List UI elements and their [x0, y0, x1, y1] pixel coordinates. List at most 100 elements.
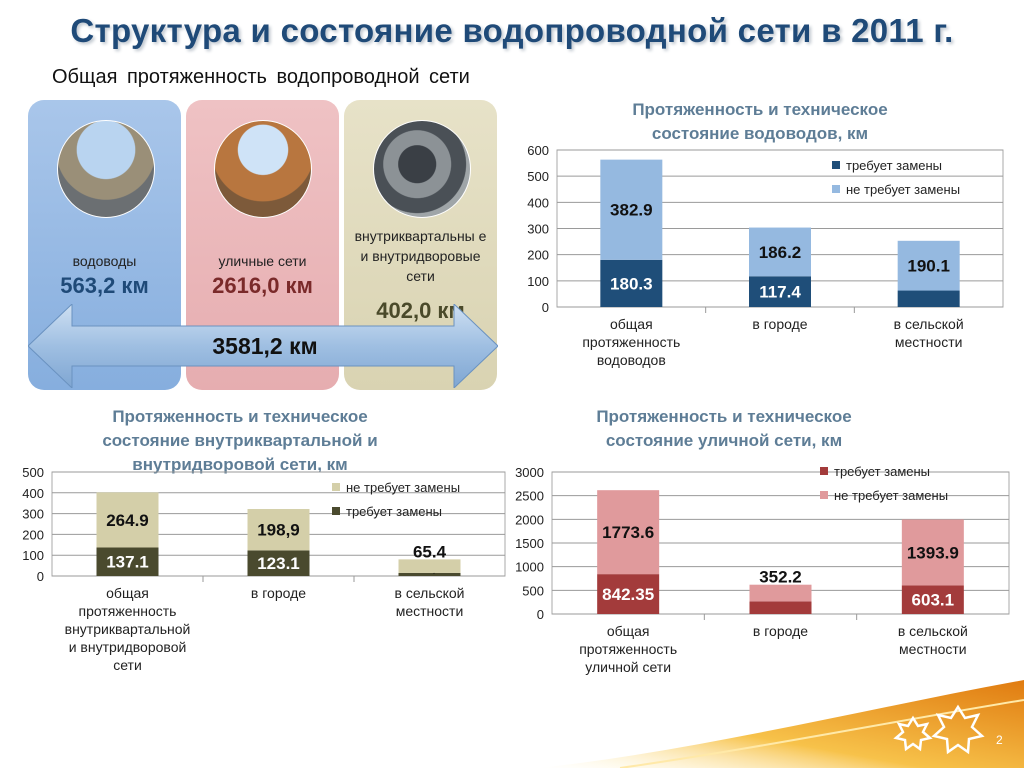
category-label: в сельской: [894, 316, 964, 332]
category-label: протяженность: [79, 603, 177, 619]
chart-water-mains: 0 100 200 300 400 500 600 180.3 382.9 общая протяж…: [527, 143, 1004, 368]
y-tick-label: 1000: [515, 560, 544, 575]
data-label: 842.35: [602, 585, 654, 604]
category-label: общая: [106, 585, 149, 601]
category-label: протяженность: [582, 334, 680, 350]
y-tick-label: 500: [527, 169, 549, 184]
legend-swatch: [332, 483, 340, 491]
chart-street-networks: 0 500 1000 1500 2000 2500 3000 842.35 1773.6 обща…: [515, 464, 1010, 675]
category-label: местности: [396, 603, 464, 619]
bar-segment: [749, 276, 811, 307]
legend-label: не требует замены: [346, 480, 460, 495]
category-label: общая: [610, 316, 653, 332]
panel-value-water-mains: 563,2 км: [60, 273, 149, 298]
bar-segment: [597, 574, 660, 614]
y-tick-label: 0: [537, 607, 544, 622]
bar-segment: [749, 227, 811, 277]
category-label: общая: [607, 623, 650, 639]
data-label: 1393.9: [907, 543, 959, 562]
y-tick-label: 500: [522, 583, 544, 598]
decorative-flare: [540, 680, 1024, 768]
category-label: местности: [899, 641, 967, 657]
total-length-arrow: [28, 304, 498, 388]
network-subtitle: Общая протяженность водопроводной сети: [52, 66, 470, 88]
category-label: в сельской: [395, 585, 465, 601]
bar-segment: [897, 240, 960, 291]
bar-segment: [96, 492, 159, 548]
category-label: уличной сети: [585, 659, 671, 675]
y-tick-label: 3000: [515, 465, 544, 480]
data-label: 603.1: [912, 591, 955, 610]
y-tick-label: 400: [527, 195, 549, 210]
pipes-photo-icon: [373, 120, 471, 218]
legend-label: не требует замены: [834, 488, 948, 503]
y-tick-label: 100: [527, 274, 549, 289]
legend-label: требует замены: [834, 464, 930, 479]
category-label: в городе: [753, 623, 808, 639]
data-label: 352.2: [759, 568, 802, 587]
data-label: 65.4: [413, 542, 447, 561]
category-label: в сельской: [898, 623, 968, 639]
panel-label-street-networks: уличные сети: [218, 253, 307, 269]
category-label: внутриквартальной: [65, 621, 191, 637]
page-title: Структура и состояние водопроводной сети…: [70, 12, 954, 49]
bar-segment: [247, 550, 310, 576]
y-tick-label: 200: [22, 527, 44, 542]
panel-value-yard-networks: 402,0 км: [376, 298, 465, 323]
chart-title-water-mains: Протяженность и техническое состояние во…: [632, 100, 888, 143]
y-tick-label: 300: [527, 222, 549, 237]
legend-swatch: [832, 161, 840, 169]
y-tick-label: 400: [22, 486, 44, 501]
bar-segment: [600, 259, 663, 307]
bar-segment: [247, 509, 310, 551]
category-label: в городе: [251, 585, 306, 601]
category-label: местности: [895, 334, 963, 350]
legend-swatch: [820, 467, 828, 475]
y-tick-label: 500: [22, 465, 44, 480]
data-label: 198,9: [257, 521, 300, 540]
y-tick-label: 0: [542, 300, 549, 315]
pipeline-photo-icon: [57, 120, 155, 218]
legend-swatch: [820, 491, 828, 499]
legend-label: требует замены: [346, 504, 442, 519]
y-tick-label: 2000: [515, 512, 544, 527]
panel-label-water-mains: водоводы: [72, 253, 137, 269]
bar-segment: [398, 572, 461, 576]
category-label: и внутридворовой: [69, 639, 187, 655]
bar-segment: [398, 559, 461, 573]
data-label: 117.4: [759, 283, 801, 302]
construction-photo-icon: [214, 120, 312, 218]
data-label: 137.1: [106, 553, 149, 572]
data-label: 1773.6: [602, 523, 654, 542]
y-tick-label: 200: [527, 248, 549, 263]
bar-segment: [897, 290, 960, 307]
y-tick-label: 2500: [515, 489, 544, 504]
data-label: 186.2: [759, 243, 802, 262]
category-label: водоводов: [597, 352, 666, 368]
category-label: в городе: [752, 316, 807, 332]
legend-label: не требует замены: [846, 182, 960, 197]
y-tick-label: 1500: [515, 536, 544, 551]
bar-segment: [600, 159, 663, 260]
y-tick-label: 600: [527, 143, 549, 158]
legend-label: требует замены: [846, 158, 942, 173]
category-label: протяженность: [579, 641, 677, 657]
chart-title-yard-networks: Протяженность и техническое состояние вн…: [102, 407, 378, 474]
panel-value-street-networks: 2616,0 км: [212, 273, 313, 298]
page-number: 2: [996, 733, 1003, 747]
data-label: 264.9: [106, 511, 149, 530]
bar-segment: [749, 601, 812, 614]
panel-label-yard-networks: внутриквартальны е и внутридворовые сети: [354, 228, 487, 284]
legend-swatch: [332, 507, 340, 515]
bar-segment: [597, 490, 660, 575]
chart-yard-networks: 0 100 200 300 400 500 137.1 264.9 общая протяженн…: [22, 465, 506, 673]
data-label: 382.9: [610, 201, 653, 220]
bar-segment: [901, 585, 964, 614]
data-label: 123.1: [257, 554, 300, 573]
data-label: 190.1: [907, 257, 950, 276]
bar-segment: [901, 519, 964, 586]
y-tick-label: 300: [22, 507, 44, 522]
data-label: 180.3: [610, 274, 653, 293]
total-length-value: 3581,2 км: [212, 333, 318, 359]
category-label: сети: [113, 657, 142, 673]
